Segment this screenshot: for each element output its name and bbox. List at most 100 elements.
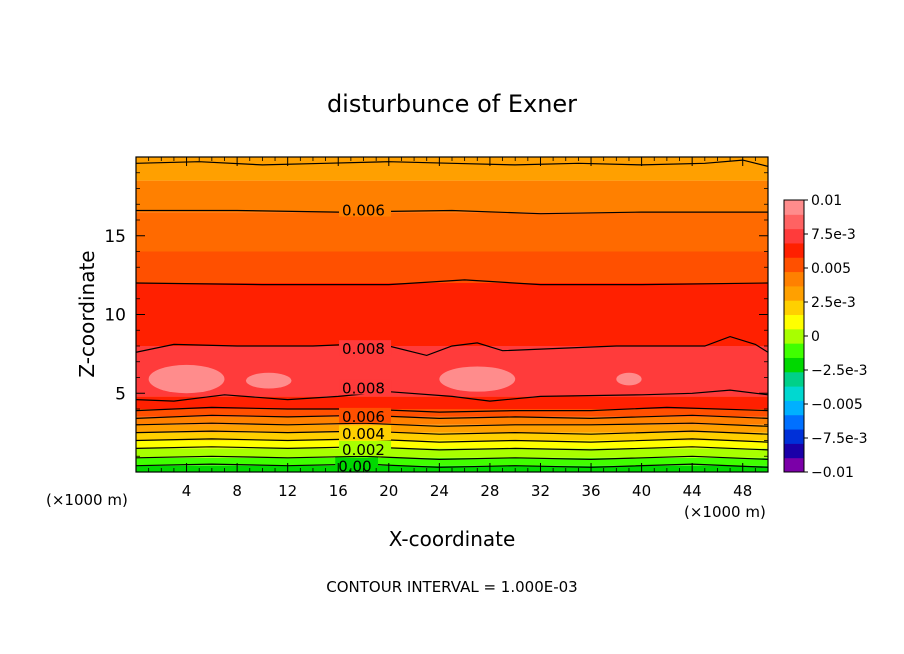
fill-band bbox=[136, 448, 768, 458]
y-tick-label: 5 bbox=[115, 384, 126, 404]
colorbar-label: 0 bbox=[811, 329, 820, 345]
contour-label: 0.006 bbox=[342, 408, 385, 426]
x-tick-label: 28 bbox=[480, 482, 499, 500]
filled-contours bbox=[136, 157, 768, 472]
fill-band bbox=[136, 424, 768, 433]
contour-line bbox=[136, 422, 768, 427]
x-tick-label: 40 bbox=[632, 482, 651, 500]
contour-label-bg bbox=[339, 379, 392, 395]
x-tick-label: 16 bbox=[329, 482, 348, 500]
colorbar-labels: 0.01 7.5e-3 0.005 2.5e-3 0 −2.5e-3 −0.005 −7.5e… bbox=[804, 193, 868, 481]
colorbar-label: −2.5e-3 bbox=[811, 363, 868, 379]
y-axis: 5 10 15 bbox=[104, 172, 768, 457]
colorbar-swatch bbox=[784, 200, 804, 215]
contour-line bbox=[136, 335, 768, 357]
contour-line bbox=[136, 159, 768, 167]
contour-label: 0.006 bbox=[342, 202, 385, 220]
colorbar-label: −7.5e-3 bbox=[811, 431, 868, 447]
contour-line bbox=[136, 455, 768, 461]
x-unit-label-right: (×1000 m) bbox=[684, 503, 766, 521]
contour-label: 0.004 bbox=[342, 425, 385, 443]
x-tick-label: 4 bbox=[182, 482, 192, 500]
contour-line bbox=[136, 209, 768, 215]
colorbar-swatch bbox=[784, 386, 804, 401]
colorbar-label: 0.01 bbox=[811, 193, 842, 209]
contour-label-bg bbox=[339, 201, 392, 217]
contour-line bbox=[136, 389, 768, 402]
y-axis-label: Z-coordinate bbox=[75, 250, 99, 377]
colorbar-swatch bbox=[784, 300, 804, 316]
contour-lines bbox=[136, 159, 768, 468]
contour-label: 0.008 bbox=[342, 380, 385, 398]
fill-band bbox=[136, 457, 768, 466]
colorbar-swatch bbox=[784, 228, 804, 244]
x-axis-label: X-coordinate bbox=[389, 527, 516, 551]
colorbar-label: −0.01 bbox=[811, 465, 854, 481]
fill-band bbox=[136, 157, 768, 181]
fill-band bbox=[136, 440, 768, 449]
highlight-region bbox=[245, 372, 292, 389]
x-unit-label: (×1000 m) bbox=[46, 491, 128, 509]
fill-band bbox=[136, 409, 768, 417]
x-tick-label: 20 bbox=[379, 482, 398, 500]
contour-label-bg bbox=[339, 425, 392, 441]
colorbar-label: 7.5e-3 bbox=[811, 227, 856, 243]
chart-title: disturbunce of Exner bbox=[327, 90, 577, 118]
colorbar-swatch bbox=[784, 457, 804, 473]
colorbar-label: −0.005 bbox=[811, 397, 863, 413]
fill-band bbox=[136, 283, 768, 346]
x-tick-label: 36 bbox=[581, 482, 600, 500]
contour-line bbox=[136, 414, 768, 420]
contour-label: 0.00 bbox=[338, 457, 371, 475]
contour-line bbox=[136, 406, 768, 413]
colorbar-swatch bbox=[784, 314, 804, 330]
fill-band bbox=[136, 251, 768, 283]
contour-label-bg bbox=[335, 457, 379, 473]
colorbar-swatch bbox=[784, 443, 804, 459]
colorbar-swatch bbox=[784, 429, 804, 444]
y-tick-label: 15 bbox=[104, 227, 126, 247]
contour-line bbox=[136, 438, 768, 443]
colorbar-swatch bbox=[784, 271, 804, 287]
x-axis: 4 8 12 16 20 24 28 32 36 40 44 48 bbox=[148, 157, 756, 500]
highlight-region bbox=[616, 372, 642, 386]
colorbar-swatch bbox=[784, 328, 804, 344]
colorbar-swatch bbox=[784, 371, 804, 387]
colorbar-swatch bbox=[784, 357, 804, 373]
fill-band bbox=[136, 416, 768, 425]
highlight-region bbox=[439, 366, 516, 392]
fill-band bbox=[136, 180, 768, 213]
colorbar-swatch bbox=[784, 242, 804, 258]
colorbar-swatch bbox=[784, 257, 804, 273]
highlight-region bbox=[148, 364, 225, 394]
contour-label-bg bbox=[339, 407, 392, 423]
contour-line bbox=[136, 446, 768, 451]
contour-label-bg bbox=[339, 340, 392, 356]
colorbar-swatch bbox=[784, 400, 804, 416]
contour-label: 0.008 bbox=[342, 340, 385, 358]
x-tick-label: 12 bbox=[278, 482, 297, 500]
colorbar-label: 0.005 bbox=[811, 261, 851, 277]
contour-line bbox=[136, 430, 768, 435]
contour-label: 0.002 bbox=[342, 441, 385, 459]
x-tick-label: 48 bbox=[733, 482, 752, 500]
contour-label-bg bbox=[339, 440, 392, 456]
x-tick-label: 32 bbox=[531, 482, 550, 500]
fill-band bbox=[136, 432, 768, 441]
colorbar bbox=[784, 200, 804, 473]
colorbar-swatch bbox=[784, 285, 804, 301]
x-tick-label: 24 bbox=[430, 482, 449, 500]
y-tick-label: 10 bbox=[104, 306, 126, 326]
x-tick-label: 44 bbox=[683, 482, 702, 500]
colorbar-swatch bbox=[784, 343, 804, 358]
colorbar-swatch bbox=[784, 414, 804, 430]
contour-interval-note: CONTOUR INTERVAL = 1.000E-03 bbox=[326, 578, 577, 596]
fill-band bbox=[136, 212, 768, 252]
contour-line bbox=[136, 279, 768, 286]
x-tick-label: 8 bbox=[232, 482, 242, 500]
colorbar-swatch bbox=[784, 214, 804, 230]
colorbar-label: 2.5e-3 bbox=[811, 295, 856, 311]
